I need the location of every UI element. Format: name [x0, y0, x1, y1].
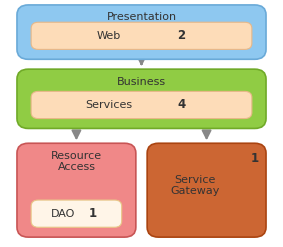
Text: 4: 4 — [177, 99, 185, 111]
FancyBboxPatch shape — [31, 91, 252, 119]
Text: Service
Gateway: Service Gateway — [170, 175, 219, 196]
FancyBboxPatch shape — [147, 143, 266, 237]
Text: Web: Web — [96, 31, 121, 41]
Text: Resource
Access: Resource Access — [51, 151, 102, 172]
FancyBboxPatch shape — [17, 143, 136, 237]
Text: Business: Business — [117, 77, 166, 86]
Text: 1: 1 — [251, 152, 259, 165]
FancyBboxPatch shape — [17, 5, 266, 59]
Text: Services: Services — [85, 100, 132, 110]
FancyBboxPatch shape — [31, 22, 252, 49]
Text: 1: 1 — [89, 207, 97, 220]
FancyBboxPatch shape — [17, 69, 266, 128]
Text: DAO: DAO — [51, 209, 75, 219]
Text: Presentation: Presentation — [106, 12, 177, 22]
FancyBboxPatch shape — [31, 200, 122, 227]
Text: 2: 2 — [177, 29, 185, 42]
